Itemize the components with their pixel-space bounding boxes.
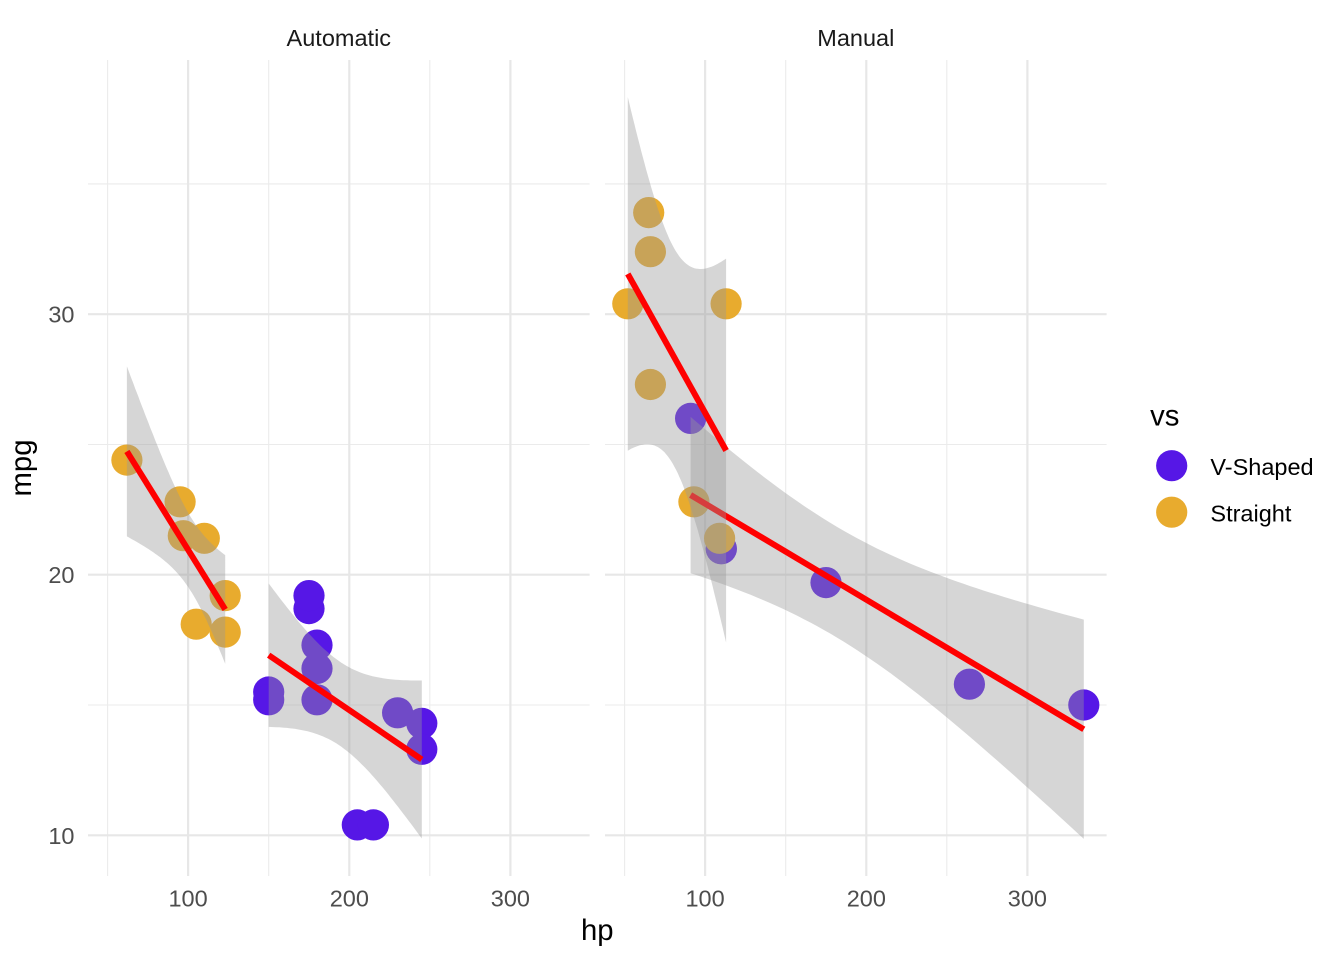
svg-text:Automatic: Automatic [287,25,392,51]
svg-text:200: 200 [330,885,369,911]
svg-text:30: 30 [48,302,74,328]
svg-text:100: 100 [685,885,724,911]
svg-text:mpg: mpg [5,440,38,497]
svg-text:Straight: Straight [1210,501,1291,527]
svg-text:300: 300 [1008,885,1047,911]
svg-text:200: 200 [847,885,886,911]
svg-text:100: 100 [168,885,207,911]
svg-text:vs: vs [1150,400,1179,433]
svg-text:300: 300 [491,885,530,911]
svg-text:10: 10 [48,823,74,849]
svg-text:hp: hp [581,914,614,947]
svg-text:V-Shaped: V-Shaped [1210,454,1313,480]
svg-text:20: 20 [48,562,74,588]
svg-text:Manual: Manual [817,25,894,51]
